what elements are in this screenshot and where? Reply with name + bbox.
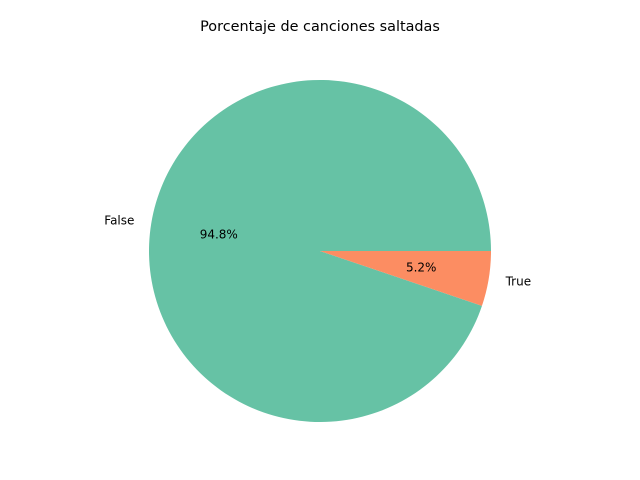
- slice-percent-true: 5.2%: [406, 261, 437, 275]
- pie-slices: [149, 79, 492, 422]
- slice-label-false: False: [104, 213, 134, 227]
- pie-slice-false: [149, 79, 492, 422]
- pie-labels: False 94.8% True 5.2%: [104, 213, 531, 288]
- pie-slice-true: [320, 251, 491, 306]
- slice-percent-false: 94.8%: [200, 227, 238, 241]
- slice-label-true: True: [505, 275, 531, 289]
- chart-title: Porcentaje de canciones saltadas: [200, 19, 440, 35]
